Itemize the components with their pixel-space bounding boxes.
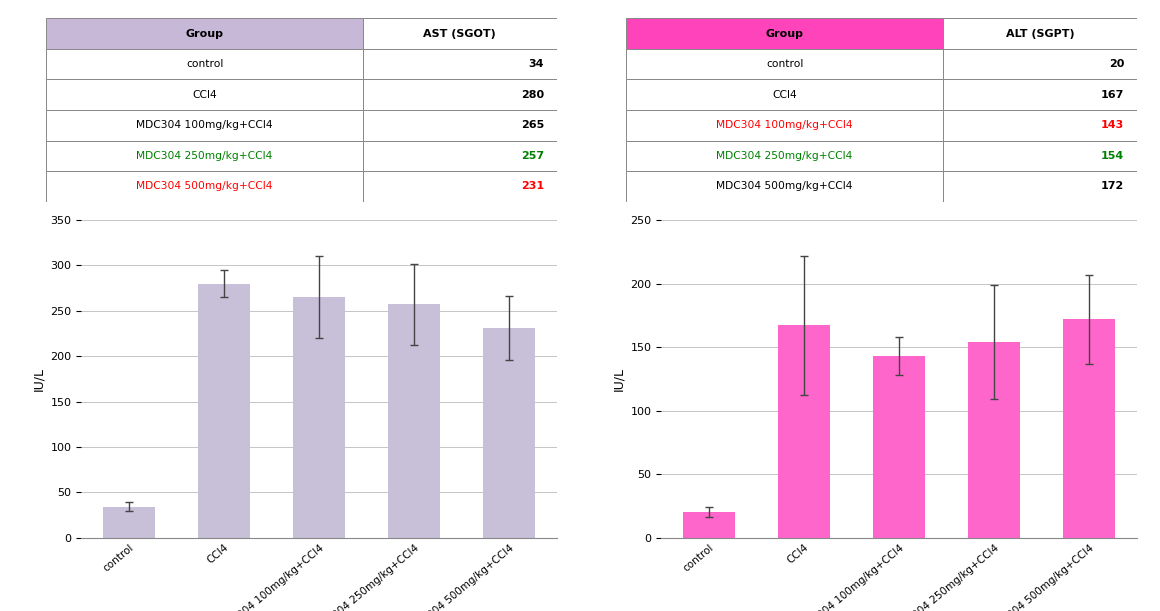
Bar — [967, 342, 1021, 538]
Y-axis label: IU/L: IU/L — [31, 367, 45, 391]
FancyBboxPatch shape — [943, 79, 1137, 110]
FancyBboxPatch shape — [46, 18, 363, 49]
FancyBboxPatch shape — [363, 171, 557, 202]
Text: control: control — [766, 59, 804, 69]
FancyBboxPatch shape — [46, 79, 363, 110]
Text: MDC304 100mg/kg+CCl4: MDC304 100mg/kg+CCl4 — [137, 120, 273, 130]
FancyBboxPatch shape — [943, 110, 1137, 141]
Text: AST (SGOT): AST (SGOT) — [423, 29, 496, 38]
FancyBboxPatch shape — [626, 171, 943, 202]
Text: MDC304 500mg/kg+CCl4: MDC304 500mg/kg+CCl4 — [717, 181, 853, 191]
Text: 280: 280 — [521, 90, 544, 100]
Bar — [1063, 319, 1116, 538]
Text: 167: 167 — [1101, 90, 1124, 100]
Text: Group: Group — [186, 29, 224, 38]
Bar — [102, 507, 155, 538]
FancyBboxPatch shape — [363, 49, 557, 79]
Text: MDC304 250mg/kg+CCl4: MDC304 250mg/kg+CCl4 — [717, 151, 853, 161]
FancyBboxPatch shape — [943, 49, 1137, 79]
FancyBboxPatch shape — [363, 79, 557, 110]
FancyBboxPatch shape — [46, 141, 363, 171]
FancyBboxPatch shape — [46, 110, 363, 141]
FancyBboxPatch shape — [626, 18, 943, 49]
FancyBboxPatch shape — [363, 18, 557, 49]
Text: MDC304 250mg/kg+CCl4: MDC304 250mg/kg+CCl4 — [137, 151, 273, 161]
FancyBboxPatch shape — [626, 110, 943, 141]
FancyBboxPatch shape — [943, 141, 1137, 171]
FancyBboxPatch shape — [46, 171, 363, 202]
Text: ALT (SGPT): ALT (SGPT) — [1006, 29, 1074, 38]
Text: 20: 20 — [1109, 59, 1124, 69]
FancyBboxPatch shape — [626, 49, 943, 79]
Text: 231: 231 — [521, 181, 544, 191]
Bar — [682, 512, 735, 538]
Text: CCl4: CCl4 — [773, 90, 797, 100]
Text: MDC304 500mg/kg+CCl4: MDC304 500mg/kg+CCl4 — [137, 181, 273, 191]
Bar — [197, 284, 251, 538]
Text: 154: 154 — [1101, 151, 1124, 161]
Text: 143: 143 — [1101, 120, 1124, 130]
Text: Group: Group — [766, 29, 804, 38]
Bar — [777, 326, 831, 538]
FancyBboxPatch shape — [626, 79, 943, 110]
FancyBboxPatch shape — [363, 141, 557, 171]
Text: CCl4: CCl4 — [193, 90, 217, 100]
FancyBboxPatch shape — [46, 49, 363, 79]
Bar — [872, 356, 926, 538]
Bar — [483, 328, 536, 538]
FancyBboxPatch shape — [943, 171, 1137, 202]
Bar — [292, 297, 346, 538]
Bar — [387, 304, 441, 538]
FancyBboxPatch shape — [626, 141, 943, 171]
Text: 172: 172 — [1101, 181, 1124, 191]
Text: MDC304 100mg/kg+CCl4: MDC304 100mg/kg+CCl4 — [717, 120, 853, 130]
Y-axis label: IU/L: IU/L — [611, 367, 625, 391]
Text: control: control — [186, 59, 224, 69]
Text: 265: 265 — [521, 120, 544, 130]
FancyBboxPatch shape — [363, 110, 557, 141]
Text: 257: 257 — [521, 151, 544, 161]
FancyBboxPatch shape — [943, 18, 1137, 49]
Text: 34: 34 — [529, 59, 544, 69]
